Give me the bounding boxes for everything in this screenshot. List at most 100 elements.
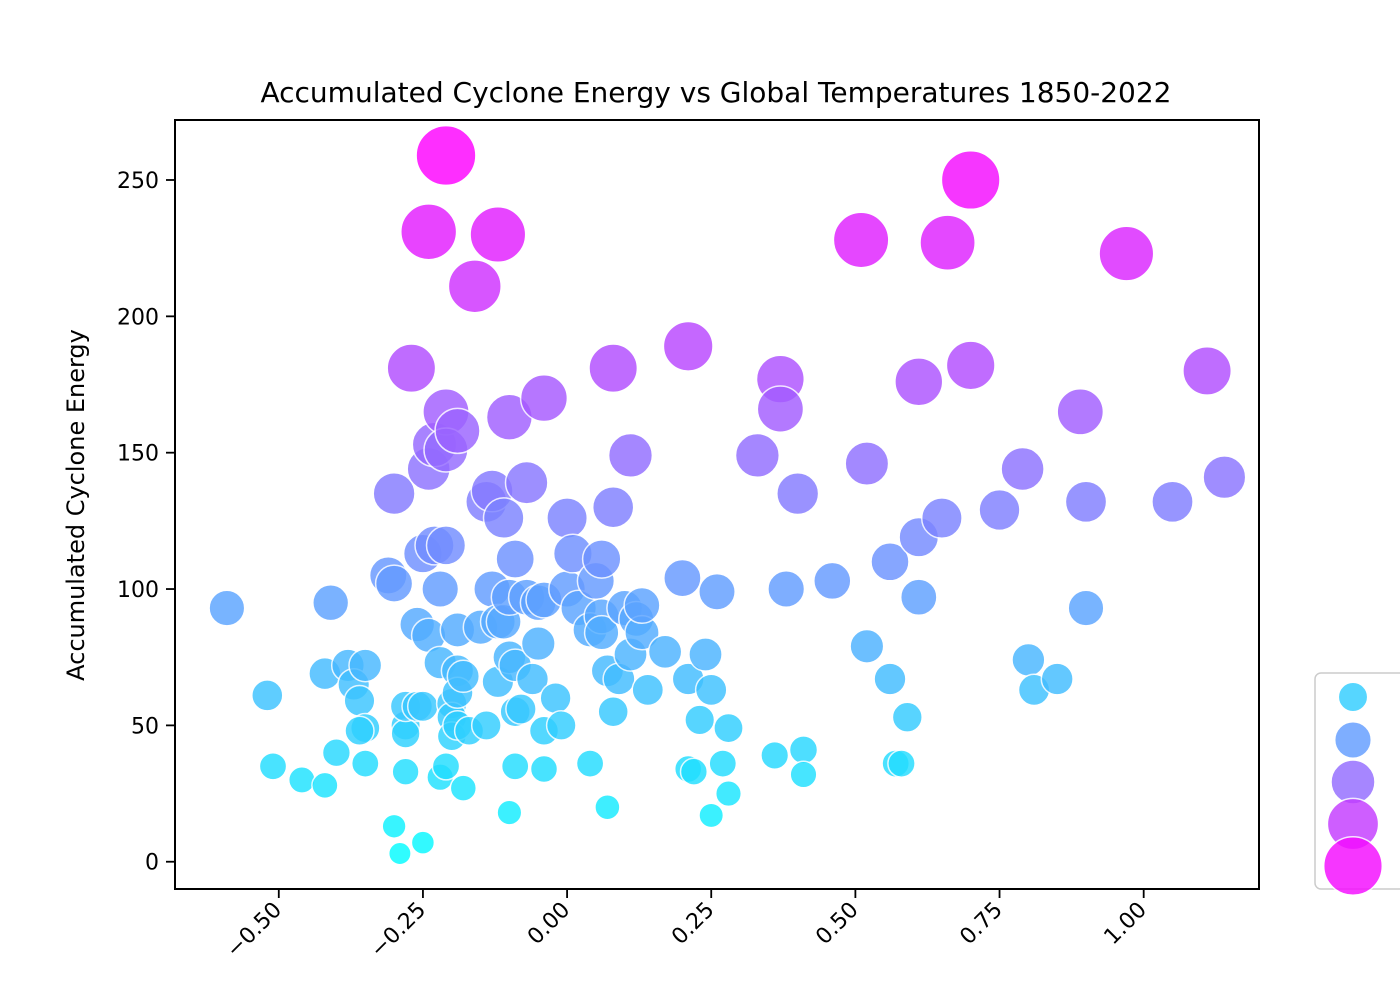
legend-marker [1337,681,1369,713]
y-tick-label: 250 [117,169,159,194]
y-tick-label: 0 [145,851,159,876]
data-point [767,569,806,609]
data-point [920,497,963,540]
data-point [662,320,714,372]
data-point [894,357,944,407]
data-point [870,542,910,582]
data-point [381,813,407,839]
y-tick-label: 100 [117,578,159,603]
data-point [583,614,620,651]
data-point [1056,387,1105,436]
data-point [899,578,938,617]
x-tick-label: −0.25 [366,898,431,963]
data-point [350,749,380,778]
x-axis: −0.50 −0.25 0.00 0.25 0.50 0.75 1.00 [222,889,1152,963]
data-point [406,690,439,723]
y-axis: 0 50 100 150 200 250 [117,169,175,876]
data-point [887,749,916,778]
data-point [449,774,478,802]
data-point [343,684,376,717]
data-point [1011,642,1046,678]
data-point [698,802,725,829]
data-point [945,340,996,391]
y-axis-label: Accumulated Cyclone Energy [62,329,90,681]
data-point [776,471,820,516]
data-point [873,662,907,696]
data-point [588,343,639,394]
data-point [1182,345,1233,396]
y-tick-label: 200 [117,305,159,330]
data-point [287,765,316,794]
data-point [251,679,284,712]
data-point [529,754,559,784]
data-point [756,385,805,433]
data-point [321,738,352,768]
data-point [546,497,589,540]
data-point [679,757,709,786]
data-point [400,203,458,261]
data-point [495,539,536,579]
data-point [891,701,923,733]
data-point [208,589,246,627]
data-point [344,715,375,747]
data-point [844,441,890,487]
data-point [631,673,665,707]
data-point [470,709,502,741]
data-point [504,460,549,505]
x-tick-label: 0.75 [955,898,1007,950]
data-point [1000,446,1045,492]
data-point [581,539,622,579]
data-point [714,780,743,808]
data-point [387,841,412,866]
data-points [208,124,1247,866]
data-point [919,214,976,272]
data-point [594,793,621,821]
data-point [520,626,556,662]
data-point [597,695,629,728]
plot-frame [174,119,1260,890]
data-point [545,709,577,741]
y-tick-label: 50 [131,714,159,739]
data-point [410,830,436,855]
y-tick-label: 150 [117,442,159,467]
data-point [1064,480,1108,524]
data-point [1151,480,1194,524]
data-point [447,259,502,314]
data-point [539,681,572,715]
data-point [505,693,537,725]
data-point [500,751,530,781]
data-point [708,749,738,778]
data-point [978,488,1021,532]
data-point [688,637,723,672]
data-point [348,648,383,683]
data-point [575,749,605,778]
data-point [312,584,350,622]
data-point [849,628,885,664]
data-point [515,662,550,696]
data-point [788,735,819,765]
chart-title: Accumulated Cyclone Energy vs Global Tem… [260,76,1171,109]
data-point [713,712,744,744]
data-point [789,760,818,789]
data-point [734,432,781,479]
data-point [446,659,481,694]
data-point [684,704,716,736]
data-point [813,561,852,601]
data-point [607,432,654,479]
legend-marker [1322,835,1384,897]
legend [1314,672,1400,897]
data-point [390,718,421,749]
data-point [1067,589,1105,627]
data-point [434,407,481,455]
data-point [663,558,702,598]
data-point [374,564,414,603]
x-tick-label: 0.50 [811,898,863,950]
data-point [372,471,416,516]
data-point [415,124,477,187]
data-point [391,757,420,786]
data-point [698,572,736,611]
x-tick-label: 1.00 [1100,898,1152,950]
data-point [760,740,790,770]
data-point [623,586,661,625]
data-point [496,799,523,826]
